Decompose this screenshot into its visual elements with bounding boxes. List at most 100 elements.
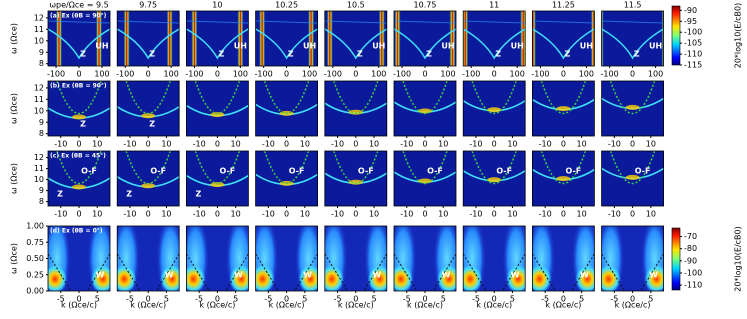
annotation: Z bbox=[126, 190, 132, 199]
annotation: UH bbox=[649, 42, 662, 51]
cone bbox=[609, 151, 656, 184]
annotation: Z bbox=[357, 50, 363, 59]
branch bbox=[117, 20, 180, 24]
x-tick-label: 0 bbox=[284, 295, 289, 304]
x-tick-label: 10 bbox=[646, 210, 656, 219]
colorbar-tick-label: -115 bbox=[684, 61, 702, 70]
hotspot bbox=[72, 184, 86, 190]
heatmap bbox=[532, 81, 595, 136]
x-tick-label: -10 bbox=[262, 140, 275, 149]
x-tick-label: -5 bbox=[403, 295, 411, 304]
x-tick-label: 10 bbox=[92, 210, 102, 219]
x-tick-label: 100 bbox=[510, 70, 525, 79]
y-tick-label: 12 bbox=[34, 83, 44, 92]
heatmap bbox=[186, 151, 249, 206]
panel: O-F -10 0 10 bbox=[255, 150, 319, 219]
x-tick-label: -5 bbox=[57, 295, 65, 304]
x-tick-label: -10 bbox=[539, 210, 552, 219]
row-label: (b) Ex (θB = 90°) bbox=[50, 83, 107, 90]
panel: Z UH -100 0 100 bbox=[601, 10, 664, 79]
x-tick-label: -10 bbox=[54, 140, 67, 149]
x-tick-label: 10 bbox=[507, 140, 517, 149]
x-tick-label: 5 bbox=[302, 295, 307, 304]
x-tick-label: 10 bbox=[646, 140, 656, 149]
annotation: UH bbox=[511, 42, 524, 51]
x-tick-label: -10 bbox=[400, 140, 413, 149]
annotation: Z bbox=[495, 50, 501, 59]
heatmap bbox=[463, 226, 526, 291]
x-tick-label: 5 bbox=[579, 295, 584, 304]
y-tick-label: 10 bbox=[34, 36, 44, 45]
blob bbox=[91, 265, 110, 291]
x-axis-label: k (Ωce/c) bbox=[199, 301, 235, 310]
colorbar-tick-label: -100 bbox=[684, 28, 702, 37]
annotation: W bbox=[649, 271, 658, 280]
y-tick-label: 9 bbox=[39, 186, 44, 195]
blob bbox=[186, 265, 206, 291]
x-tick-label: 100 bbox=[302, 70, 317, 79]
x-tick-label: 10 bbox=[438, 140, 448, 149]
x-tick-label: 0 bbox=[492, 295, 497, 304]
x-tick-label: -100 bbox=[393, 70, 411, 79]
hotspot bbox=[625, 174, 640, 180]
x-tick-label: 0 bbox=[215, 140, 220, 149]
heatmap-bg bbox=[255, 81, 318, 136]
cone bbox=[117, 253, 180, 291]
annotation: W bbox=[165, 271, 174, 280]
heatmap bbox=[255, 81, 318, 136]
cone bbox=[463, 253, 526, 291]
panel: W -5 0 5 bbox=[185, 225, 249, 304]
band bbox=[463, 11, 469, 66]
x-tick-label: 10 bbox=[231, 140, 241, 149]
annotation: UH bbox=[580, 42, 593, 51]
annotation: Z bbox=[195, 190, 201, 199]
x-tick-label: 10 bbox=[369, 210, 379, 219]
blob bbox=[437, 265, 456, 291]
blob bbox=[229, 265, 249, 291]
blob bbox=[48, 265, 67, 291]
panel: -10 0 10 bbox=[393, 80, 457, 149]
band bbox=[308, 11, 315, 66]
branch bbox=[394, 28, 456, 60]
heatmap bbox=[324, 226, 387, 291]
panel: Z UH -100 0 100 bbox=[393, 10, 457, 79]
y-tick-label: 10 bbox=[34, 106, 44, 115]
blob bbox=[324, 265, 344, 291]
annotation: Z bbox=[564, 50, 570, 59]
annotation: W bbox=[96, 271, 105, 280]
panel: O-F -10 0 10 bbox=[532, 150, 595, 219]
x-tick-label: -5 bbox=[264, 295, 272, 304]
annotation: Z bbox=[80, 50, 86, 59]
colorbar-tick-label: -110 bbox=[684, 281, 702, 290]
panel: W -5 0 5 bbox=[601, 225, 664, 304]
x-tick-label: 10 bbox=[161, 140, 171, 149]
x-tick-label: 0 bbox=[630, 295, 635, 304]
heatmap-bg bbox=[117, 151, 180, 206]
column-title: 10.75 bbox=[414, 1, 437, 10]
x-tick-label: 100 bbox=[233, 70, 248, 79]
branch bbox=[255, 20, 318, 24]
annotation: Z bbox=[149, 50, 155, 59]
panel: -10 0 10 bbox=[324, 80, 388, 149]
x-tick-label: 0 bbox=[284, 210, 289, 219]
band bbox=[661, 11, 664, 66]
heatmap bbox=[186, 226, 249, 291]
y-tick-label: 12 bbox=[34, 153, 44, 162]
x-tick-label: 0 bbox=[422, 295, 427, 304]
column-title: 11.5 bbox=[624, 1, 642, 10]
x-axis-label: k (Ωce/c) bbox=[130, 301, 166, 310]
colorbar-tick-label: -110 bbox=[684, 50, 702, 59]
x-tick-label: -100 bbox=[185, 70, 203, 79]
x-tick-label: 10 bbox=[161, 210, 171, 219]
branch bbox=[48, 20, 110, 24]
x-tick-label: -100 bbox=[462, 70, 480, 79]
hotspot bbox=[556, 176, 571, 182]
panel: W -5 0 5 bbox=[255, 225, 319, 304]
annotation: Z bbox=[218, 50, 224, 59]
x-tick-label: 5 bbox=[164, 295, 169, 304]
panel: O-F -10 0 10 bbox=[462, 150, 526, 219]
branch bbox=[324, 28, 387, 60]
x-axis-label: k (Ωce/c) bbox=[61, 301, 97, 310]
band bbox=[123, 11, 130, 66]
x-tick-label: 0 bbox=[630, 140, 635, 149]
